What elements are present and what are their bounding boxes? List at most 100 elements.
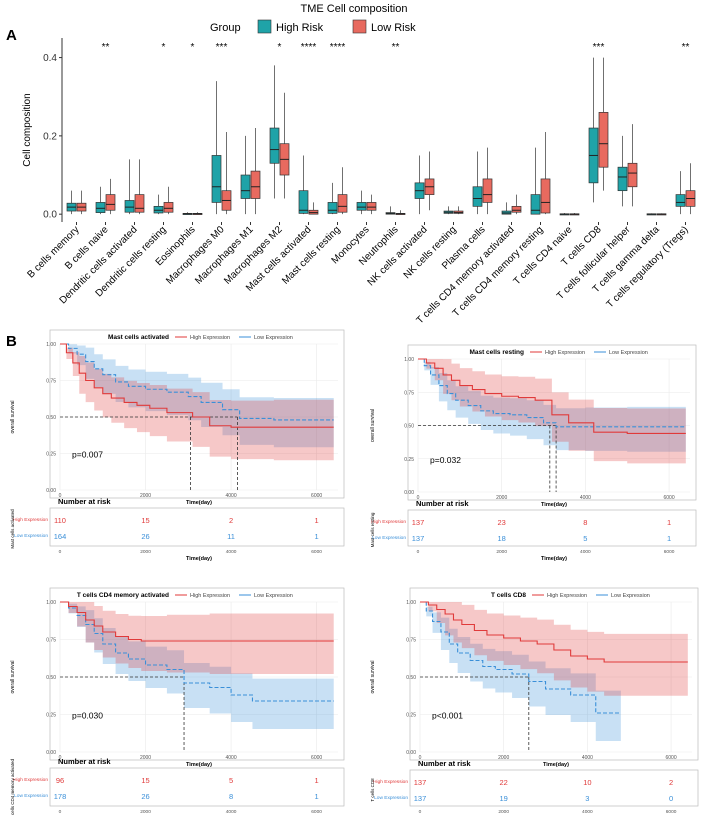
significance-mark: ** (102, 42, 110, 53)
km-frame (409, 587, 699, 761)
risk-x-tick-label: 6000 (311, 549, 322, 555)
significance-mark: * (191, 42, 195, 53)
risk-table-title: Number at risk (58, 757, 111, 766)
km-curve-high-expression (418, 358, 686, 435)
risk-table-frame (49, 767, 345, 807)
panel-label-b: B (6, 333, 17, 350)
km-x-axis-label: Time(day) (543, 762, 569, 768)
risk-count: 1 (315, 516, 319, 525)
km-legend-label-high: High Expression (547, 593, 587, 599)
risk-table-title: Number at risk (418, 759, 471, 768)
km-pvalue: p<0.001 (432, 711, 463, 721)
risk-count: 18 (498, 534, 506, 543)
km-y-tick-label: 1.00 (404, 357, 414, 363)
box-low (482, 178, 493, 203)
km-curve-low-expression (420, 601, 621, 714)
risk-x-tick-label: 4000 (580, 549, 591, 555)
km-y-tick-label: 0.25 (46, 713, 56, 719)
km-y-tick-label: 1.00 (46, 342, 56, 348)
km-pvalue: p=0.030 (72, 711, 103, 721)
risk-row-label: High Expression (373, 779, 408, 785)
km-y-tick-label: 0.75 (404, 390, 414, 396)
risk-count: 5 (583, 534, 587, 543)
risk-row-label: High Expression (13, 777, 48, 783)
box-high (211, 155, 222, 203)
risk-row-label: Low Expression (374, 795, 408, 801)
box-high (472, 186, 483, 207)
significance-mark: ** (682, 42, 690, 53)
significance-mark: **** (330, 42, 346, 53)
km-legend-label-high: High Expression (190, 593, 230, 599)
box-high (675, 194, 686, 207)
km-curve-high-expression (420, 601, 688, 663)
risk-count: 96 (56, 776, 64, 785)
risk-x-tick-label: 2000 (498, 809, 509, 815)
km-y-tick-label: 0.25 (406, 713, 416, 719)
km-panel-mast-cells-resting: Mast cells resting High Expression Low Exp… (370, 344, 697, 562)
km-x-tick-label: 2000 (496, 495, 507, 501)
risk-side-label: Mast cells activated (10, 509, 15, 549)
km-frame (49, 329, 345, 499)
risk-x-tick-label: 6000 (664, 549, 675, 555)
risk-count: 8 (583, 518, 587, 527)
km-y-tick-label: 1.00 (46, 600, 56, 606)
km-legend-label-high: High Expression (545, 350, 585, 356)
km-title: T cells CD8 (491, 592, 526, 599)
risk-count: 178 (54, 792, 67, 801)
box-low (540, 178, 551, 214)
km-curve-low-expression (418, 358, 686, 428)
box-high (530, 194, 541, 215)
km-y-axis-label: overall survival (370, 660, 376, 693)
risk-x-tick-label: 6000 (666, 809, 677, 815)
km-x-tick-label: 2000 (140, 755, 151, 761)
km-y-tick-label: 0.50 (406, 675, 416, 681)
km-pvalue: p=0.032 (430, 455, 461, 465)
km-x-tick-label: 0 (417, 495, 420, 501)
risk-x-tick-label: 4000 (226, 809, 237, 815)
significance-mark: * (278, 42, 282, 53)
box-high (124, 200, 135, 213)
box-high (617, 166, 628, 192)
km-frame (49, 587, 345, 761)
risk-count: 1 (315, 532, 319, 541)
risk-count: 110 (54, 516, 66, 525)
risk-count: 1 (667, 534, 671, 543)
risk-row-label: High Expression (13, 517, 48, 523)
box-low (598, 112, 609, 168)
risk-x-tick-label: 4000 (582, 809, 593, 815)
km-y-axis-label: overall survival (10, 660, 16, 693)
risk-count: 0 (669, 794, 673, 803)
risk-x-tick-label: 2000 (496, 549, 507, 555)
km-y-tick-label: 0.25 (404, 457, 414, 463)
km-y-tick-label: 0.25 (46, 452, 56, 458)
km-curve-low-expression (60, 601, 334, 702)
km-y-tick-label: 0.00 (46, 488, 56, 494)
y-tick-label: 0.4 (43, 53, 57, 64)
box-low (337, 194, 348, 213)
box-low (163, 202, 174, 213)
y-axis-label: Cell composition (22, 93, 33, 166)
risk-count: 8 (229, 792, 233, 801)
risk-count: 137 (412, 518, 425, 527)
box-high (298, 190, 309, 214)
risk-count: 15 (141, 776, 149, 785)
km-y-tick-label: 0.50 (46, 415, 56, 421)
risk-count: 137 (414, 794, 427, 803)
box-high (327, 202, 338, 214)
risk-table-frame (407, 509, 697, 547)
risk-count: 1 (315, 776, 319, 785)
significance-mark: * (162, 42, 166, 53)
km-x-tick-label: 6000 (666, 755, 677, 761)
km-panel-mast-cells-activated: Mast cells activated High Expression Low E… (10, 329, 345, 562)
risk-x-tick-label: 0 (417, 549, 420, 555)
risk-table-title: Number at risk (58, 497, 111, 506)
km-y-tick-label: 0.75 (406, 638, 416, 644)
risk-count: 137 (414, 778, 427, 787)
km-curve-high-expression (60, 343, 334, 428)
km-ci-band-high (60, 344, 334, 462)
risk-x-tick-label: 2000 (140, 809, 151, 815)
km-x-tick-label: 0 (59, 755, 62, 761)
km-x-tick-label: 4000 (226, 755, 237, 761)
risk-x-tick-label: 0 (59, 809, 62, 815)
